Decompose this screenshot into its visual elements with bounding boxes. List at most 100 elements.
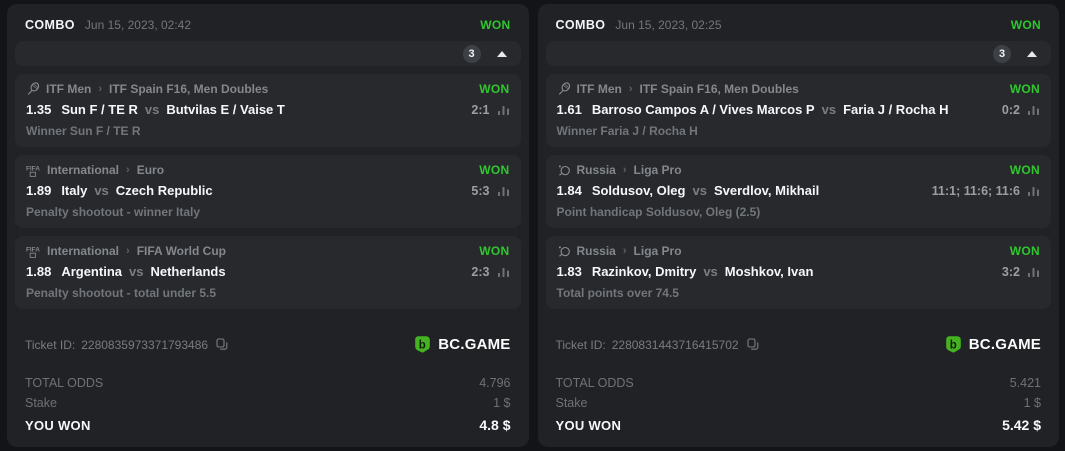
ticket-summary: TOTAL ODDS 4.796 Stake 1 $ YOU WON 4.8 $: [15, 370, 521, 433]
breadcrumb-separator: ›: [628, 83, 633, 95]
total-odds-label: TOTAL ODDS: [25, 376, 104, 390]
brand-name: BC.GAME: [438, 336, 511, 353]
ticket-id-label: Ticket ID:: [25, 337, 76, 352]
bet-leg: ITF Men › ITF Spain F16, Men Doubles WON…: [545, 74, 1051, 147]
bet-type-label: COMBO: [555, 18, 606, 32]
stats-bars-icon[interactable]: [497, 266, 510, 277]
you-won-value: 4.8 $: [479, 417, 511, 433]
leg-score: 2:1: [471, 102, 490, 117]
bet-leg: ITF Men › ITF Spain F16, Men Doubles WON…: [15, 74, 521, 147]
vs-label: vs: [692, 183, 707, 198]
ticket-status-badge: WON: [480, 18, 511, 32]
fifa-football-icon: [26, 164, 41, 177]
ticket-header: COMBO Jun 15, 2023, 02:42 WON: [15, 10, 521, 36]
bcgame-logo-icon: [944, 335, 963, 354]
bet-leg: International › FIFA World Cup WON 1.88 …: [15, 236, 521, 309]
bet-ticket-card: COMBO Jun 15, 2023, 02:42 WON 3 ITF Men …: [7, 4, 529, 447]
home-team: Soldusov, Oleg: [591, 183, 686, 198]
legs-count-badge: 3: [462, 44, 481, 63]
ticket-id-value: 2280835973371793486: [81, 337, 209, 352]
ticket-id-row: Ticket ID: 2280831443716415702 BC.GAME: [546, 335, 1052, 354]
you-won-label: YOU WON: [25, 418, 91, 433]
market-label: Total points over 74.5: [556, 286, 679, 300]
away-team: Butvilas E / Vaise T: [166, 102, 285, 117]
breadcrumb-separator: ›: [622, 164, 627, 176]
market-label: Winner Sun F / TE R: [26, 124, 141, 138]
breadcrumb-separator: ›: [98, 83, 102, 95]
stake-value: 1 $: [1023, 396, 1041, 410]
vs-label: vs: [94, 183, 109, 198]
ticket-id-row: Ticket ID: 2280835973371793486 BC.GAME: [15, 335, 521, 354]
leg-odds: 1.35: [26, 102, 52, 117]
market-label: Point handicap Soldusov, Oleg (2.5): [556, 205, 761, 219]
leg-odds: 1.89: [26, 183, 52, 198]
stake-label: Stake: [555, 396, 588, 410]
vs-label: vs: [703, 264, 718, 279]
total-odds-value: 5.421: [1009, 376, 1041, 390]
home-team: Sun F / TE R: [61, 102, 138, 117]
stats-bars-icon[interactable]: [1028, 266, 1040, 277]
league-label: Russia: [576, 244, 616, 258]
ticket-id-value: 2280831443716415702: [611, 337, 739, 352]
leg-status-badge: WON: [1009, 163, 1040, 177]
leg-score: 3:2: [1001, 264, 1020, 279]
breadcrumb-separator: ›: [126, 164, 130, 176]
tennis-icon: [557, 82, 571, 96]
leg-status-badge: WON: [479, 163, 510, 177]
brand-name: BC.GAME: [968, 336, 1041, 353]
breadcrumb-separator: ›: [622, 245, 627, 257]
competition-label: ITF Spain F16, Men Doubles: [109, 82, 269, 96]
bet-leg: International › Euro WON 1.89 Italy vs C…: [15, 155, 521, 228]
leg-odds: 1.61: [556, 102, 582, 117]
bet-leg: Russia › Liga Pro WON 1.83 Razinkov, Dmi…: [545, 236, 1051, 309]
leg-status-badge: WON: [1009, 82, 1040, 96]
stats-bars-icon[interactable]: [1028, 104, 1040, 115]
leg-status-badge: WON: [479, 82, 510, 96]
bet-date: Jun 15, 2023, 02:25: [615, 18, 722, 32]
stake-label: Stake: [25, 396, 57, 410]
stats-bars-icon[interactable]: [497, 104, 510, 115]
league-label: International: [47, 163, 120, 177]
leg-status-badge: WON: [479, 244, 510, 258]
leg-odds: 1.83: [556, 264, 582, 279]
away-team: Moshkov, Ivan: [724, 264, 814, 279]
ticket-id-label: Ticket ID:: [555, 337, 606, 352]
chevron-up-icon[interactable]: [496, 50, 507, 57]
league-label: ITF Men: [46, 82, 92, 96]
brand-logo: BC.GAME: [944, 335, 1041, 354]
leg-odds: 1.88: [26, 264, 52, 279]
home-team: Argentina: [61, 264, 122, 279]
copy-icon[interactable]: [746, 338, 760, 351]
competition-label: FIFA World Cup: [136, 244, 227, 258]
collapse-toggle-bar[interactable]: 3: [15, 41, 521, 66]
bcgame-logo-icon: [413, 335, 432, 354]
stake-value: 1 $: [493, 396, 511, 410]
bet-ticket-card: COMBO Jun 15, 2023, 02:25 WON 3 ITF Men …: [537, 4, 1059, 447]
ticket-status-badge: WON: [1010, 18, 1041, 32]
brand-logo: BC.GAME: [413, 335, 510, 354]
home-team: Razinkov, Dmitry: [591, 264, 697, 279]
competition-label: Euro: [136, 163, 165, 177]
copy-icon[interactable]: [216, 338, 229, 351]
away-team: Sverdlov, Mikhail: [713, 183, 820, 198]
competition-label: Liga Pro: [633, 244, 682, 258]
chevron-up-icon[interactable]: [1027, 50, 1037, 57]
home-team: Italy: [61, 183, 88, 198]
total-odds-value: 4.796: [479, 376, 511, 390]
bet-type-label: COMBO: [25, 18, 75, 32]
you-won-label: YOU WON: [555, 418, 622, 433]
leg-odds: 1.84: [556, 183, 582, 198]
competition-label: Liga Pro: [633, 163, 682, 177]
leg-status-badge: WON: [1009, 244, 1040, 258]
competition-label: ITF Spain F16, Men Doubles: [639, 82, 799, 96]
league-label: Russia: [576, 163, 616, 177]
stats-bars-icon[interactable]: [1028, 185, 1040, 196]
collapse-toggle-bar[interactable]: 3: [545, 41, 1051, 66]
you-won-value: 5.42 $: [1002, 417, 1041, 433]
away-team: Faria J / Rocha H: [843, 102, 949, 117]
away-team: Netherlands: [150, 264, 226, 279]
stats-bars-icon[interactable]: [497, 185, 510, 196]
ticket-header: COMBO Jun 15, 2023, 02:25 WON: [546, 10, 1052, 36]
ticket-summary: TOTAL ODDS 5.421 Stake 1 $ YOU WON 5.42 …: [546, 370, 1052, 433]
